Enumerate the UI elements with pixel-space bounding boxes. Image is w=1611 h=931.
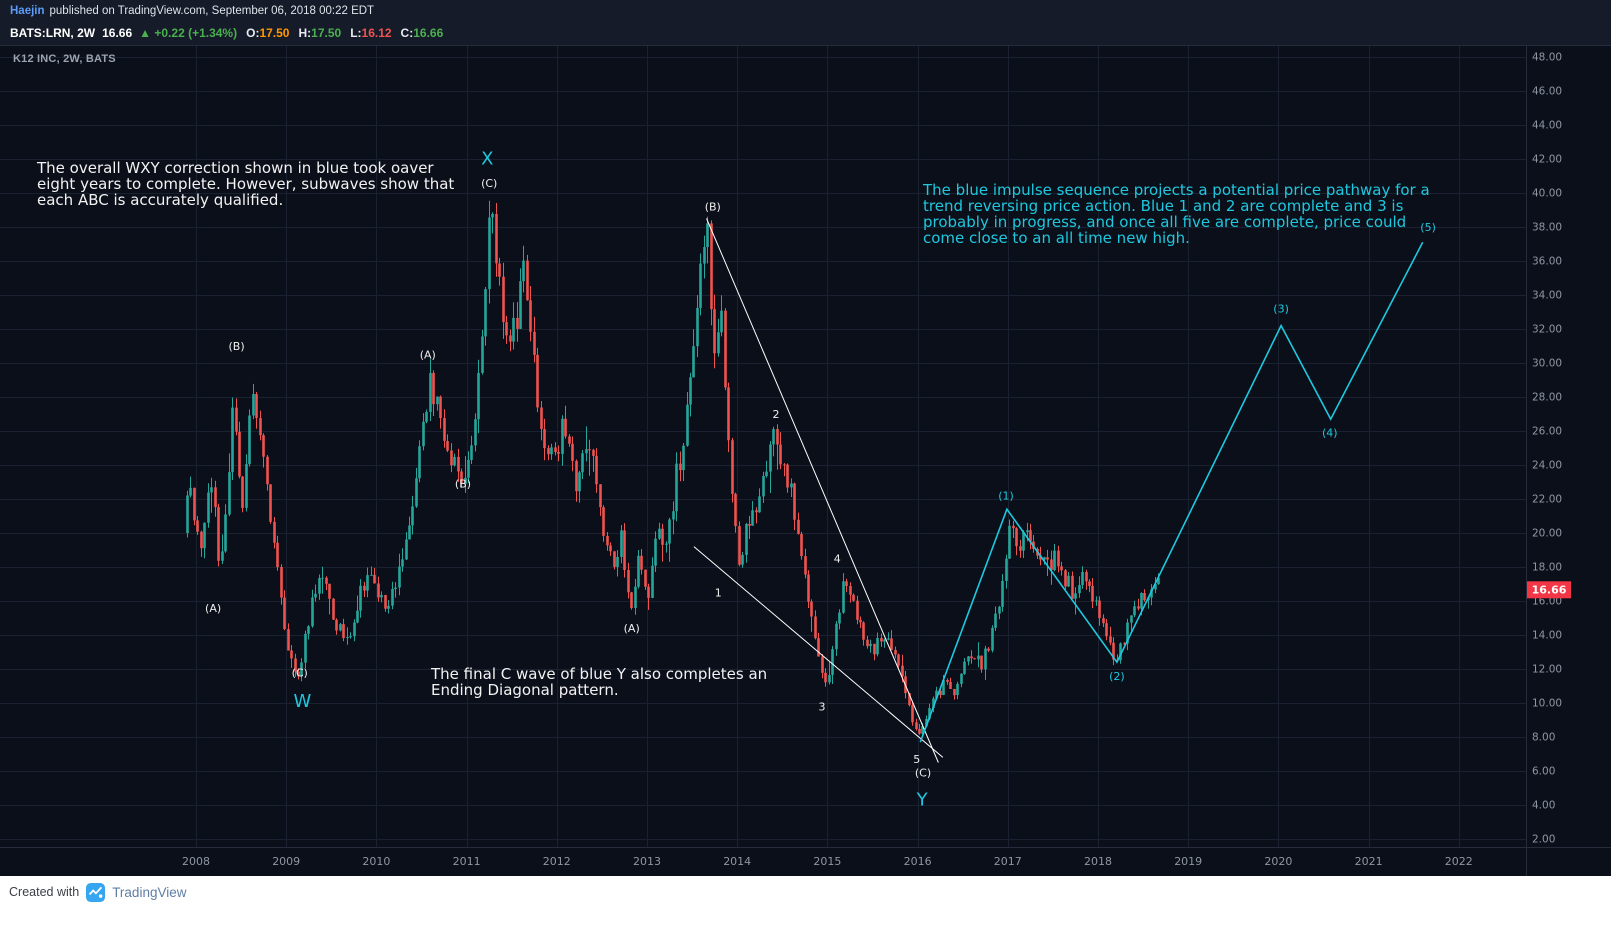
publish-info: published on TradingView.com, September … <box>49 5 375 17</box>
author-link[interactable]: Haejin <box>10 5 45 17</box>
wave-label: (A) <box>624 622 640 635</box>
annotation-ending-diagonal: The final C wave of blue Y also complete… <box>431 665 768 700</box>
svg-text:2012: 2012 <box>543 855 571 868</box>
svg-text:42.00: 42.00 <box>1532 154 1562 166</box>
ohlc-open: O:17.50 <box>246 26 290 40</box>
wave-label-cyan: (2) <box>1109 670 1125 683</box>
svg-text:2020: 2020 <box>1264 855 1292 868</box>
wave-label: (A) <box>420 349 436 362</box>
last-price-tag <box>1527 581 1571 599</box>
time-axis[interactable]: 2008 2009 2010 2011 2012 2013 2014 2015 2016 2017… <box>182 855 1473 868</box>
tradingview-wordmark[interactable]: TradingView <box>112 885 187 900</box>
svg-text:26.00: 26.00 <box>1532 426 1562 438</box>
svg-text:4.00: 4.00 <box>1532 800 1555 812</box>
chart-area[interactable]: (B) (A) (C) (A) (B) (C) (A) (B) 1 2 3 4 5 (C) W X Y (1) (2… <box>0 45 1611 876</box>
svg-text:6.00: 6.00 <box>1532 766 1555 778</box>
annotation-wxy: The overall WXY correction shown in blue… <box>37 159 455 210</box>
svg-text:2014: 2014 <box>723 855 751 868</box>
svg-text:40.00: 40.00 <box>1532 188 1562 200</box>
svg-text:22.00: 22.00 <box>1532 494 1562 506</box>
symbol-name: BATS:LRN, 2W <box>10 26 96 40</box>
last-price-tag-value: 16.66 <box>1532 583 1567 596</box>
wave-label: 4 <box>834 553 841 566</box>
svg-text:36.00: 36.00 <box>1532 256 1562 268</box>
svg-text:44.00: 44.00 <box>1532 120 1562 132</box>
svg-text:24.00: 24.00 <box>1532 460 1562 472</box>
svg-text:10.00: 10.00 <box>1532 698 1562 710</box>
price-change-value: +0.22 (+1.34%) <box>154 26 238 40</box>
wave-label: (B) <box>455 478 471 491</box>
wave-labels: (B)(A)(C)(A)(B)(C)(A)(B)12345(C)WXY(1)(2… <box>205 149 1436 811</box>
svg-text:18.00: 18.00 <box>1532 562 1562 574</box>
pane-title: K12 INC, 2W, BATS <box>13 53 116 65</box>
svg-text:2021: 2021 <box>1355 855 1383 868</box>
price-change: ▲ +0.22 (+1.34%) <box>139 26 237 40</box>
svg-text:2008: 2008 <box>182 855 210 868</box>
wave-label: (B) <box>705 201 721 214</box>
svg-text:46.00: 46.00 <box>1532 86 1562 98</box>
last-price-value: 16.66 <box>102 26 133 40</box>
wave-label: (C) <box>481 177 497 190</box>
svg-text:12.00: 12.00 <box>1532 664 1562 676</box>
svg-text:2018: 2018 <box>1084 855 1112 868</box>
wave-label-cyan: Y <box>916 790 929 811</box>
svg-text:16.00: 16.00 <box>1532 596 1562 608</box>
svg-text:2017: 2017 <box>994 855 1022 868</box>
wave-label-cyan: (4) <box>1322 427 1338 440</box>
svg-text:20.00: 20.00 <box>1532 528 1562 540</box>
ohlc-low: L:16.12 <box>350 26 392 40</box>
wave-label: (A) <box>205 602 221 615</box>
ohlc-close: C:16.66 <box>400 26 444 40</box>
candles-layer <box>186 200 1160 736</box>
wave-label: (B) <box>229 340 245 353</box>
svg-text:2015: 2015 <box>813 855 841 868</box>
svg-text:2022: 2022 <box>1445 855 1473 868</box>
svg-text:14.00: 14.00 <box>1532 630 1562 642</box>
tradingview-logo-icon[interactable] <box>86 883 106 902</box>
svg-text:2011: 2011 <box>453 855 481 868</box>
publish-bar: Haejin published on TradingView.com, Sept… <box>0 0 1611 22</box>
svg-text:30.00: 30.00 <box>1532 358 1562 370</box>
footer: Created with TradingView <box>0 876 1611 931</box>
wave-label-cyan: (1) <box>998 490 1014 503</box>
wave-label: 5 <box>913 753 920 766</box>
svg-text:2016: 2016 <box>904 855 932 868</box>
wave-label: 1 <box>715 587 722 600</box>
svg-text:28.00: 28.00 <box>1532 392 1562 404</box>
wave-label: (C) <box>915 767 931 780</box>
chart-grid <box>0 45 1526 847</box>
symbol-bar: BATS:LRN, 2W 16.66 ▲ +0.22 (+1.34%) O:17.50… <box>0 22 1611 45</box>
wave-label-cyan: (3) <box>1273 303 1289 316</box>
price-axis[interactable]: 2.00 4.00 6.00 8.00 10.00 12.00 14.00 16.00 18.0… <box>1532 52 1562 846</box>
wave-label-cyan: (5) <box>1420 221 1436 234</box>
wave-label-cyan: W <box>293 691 311 712</box>
svg-text:32.00: 32.00 <box>1532 324 1562 336</box>
wave-label: (C) <box>292 666 308 679</box>
svg-text:38.00: 38.00 <box>1532 222 1562 234</box>
candlestick-chart[interactable]: (B)(A)(C)(A)(B)(C)(A)(B)12345(C)WXY(1)(2… <box>0 45 1611 876</box>
up-arrow-icon: ▲ <box>139 26 152 40</box>
svg-text:2019: 2019 <box>1174 855 1202 868</box>
svg-text:2013: 2013 <box>633 855 661 868</box>
ohlc-high: H:17.50 <box>298 26 342 40</box>
svg-text:34.00: 34.00 <box>1532 290 1562 302</box>
svg-text:48.00: 48.00 <box>1532 52 1562 64</box>
impulse-projection-line[interactable] <box>919 241 1424 743</box>
annotation-impulse: The blue impulse sequence projects a pot… <box>923 181 1430 248</box>
svg-text:2010: 2010 <box>362 855 390 868</box>
created-with-label: Created with <box>9 885 80 899</box>
svg-text:2009: 2009 <box>272 855 300 868</box>
ending-diagonal-lines[interactable] <box>693 218 944 763</box>
svg-text:2.00: 2.00 <box>1532 834 1555 846</box>
wave-label-cyan: X <box>481 149 493 170</box>
wave-label: 3 <box>819 700 826 713</box>
wave-label: 2 <box>773 408 780 421</box>
svg-text:8.00: 8.00 <box>1532 732 1555 744</box>
